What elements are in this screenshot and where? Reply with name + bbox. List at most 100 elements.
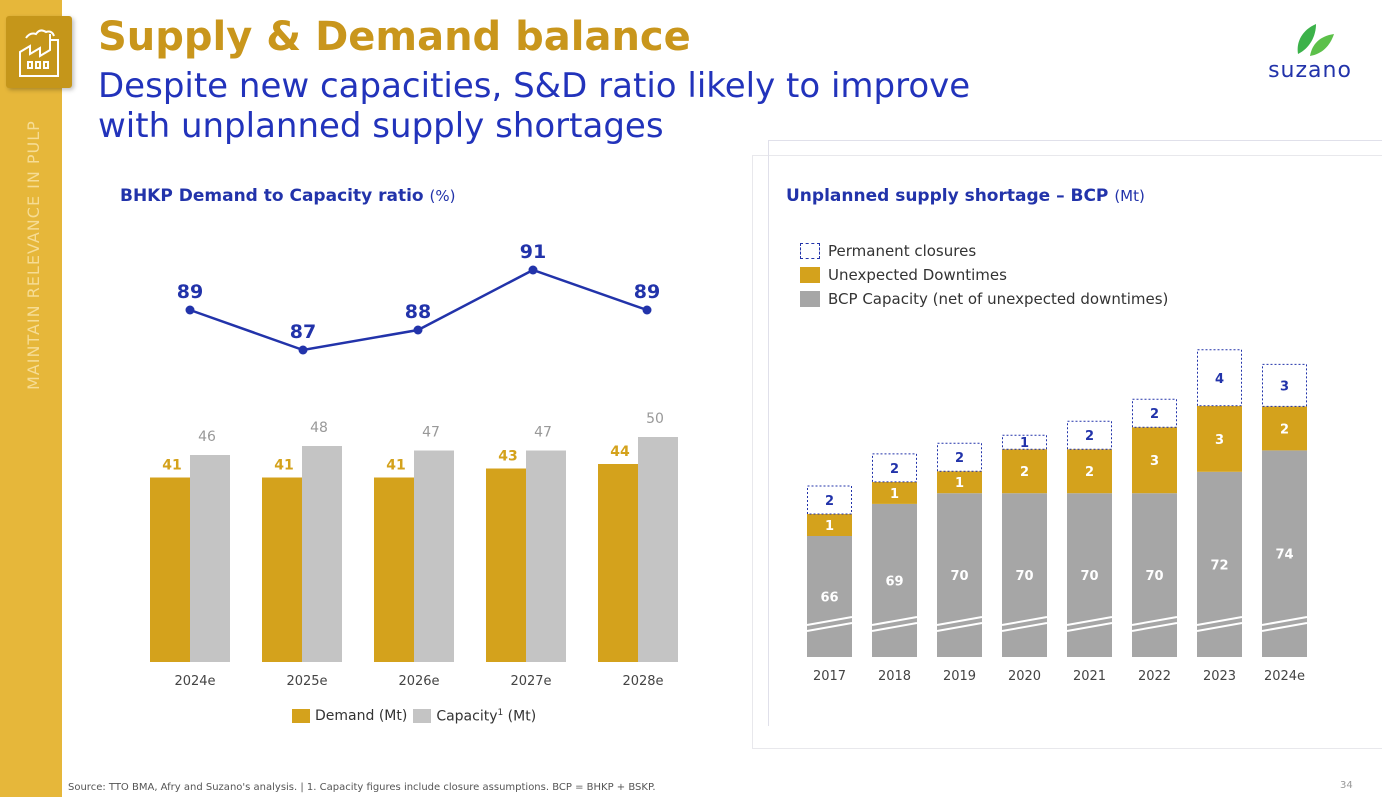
bcp-capacity-value-label: 66 — [820, 591, 838, 606]
permanent-closure-value-label: 4 — [1215, 372, 1224, 387]
permanent-closure-value-label: 2 — [825, 494, 834, 509]
legend-demand-swatch — [292, 709, 310, 724]
left-x-tick-label: 2028e — [622, 674, 663, 689]
right-x-tick-label: 2024e — [1264, 669, 1305, 684]
bcp-capacity-value-label: 70 — [1080, 569, 1098, 584]
legend-downtimes-swatch — [800, 267, 820, 283]
capacity-bar — [526, 450, 566, 662]
ratio-point — [298, 345, 308, 355]
downtime-value-label: 2 — [1020, 465, 1029, 480]
permanent-closure-value-label: 2 — [955, 451, 964, 466]
right-x-tick-label: 2017 — [813, 669, 846, 684]
right-x-tick-label: 2018 — [878, 669, 911, 684]
ratio-point — [413, 325, 423, 335]
left-chart-legend: Demand (Mt) Capacity1 (Mt) — [292, 708, 536, 725]
demand-bar — [374, 477, 414, 662]
permanent-closure-value-label: 2 — [1150, 407, 1159, 422]
legend-downtimes: Unexpected Downtimes — [800, 266, 1007, 284]
ratio-point — [528, 265, 538, 275]
ratio-label: 87 — [290, 321, 316, 343]
permanent-closure-bar — [872, 453, 917, 483]
permanent-closure-value-label: 1 — [1020, 436, 1029, 451]
left-x-tick-label: 2025e — [286, 674, 327, 689]
right-x-tick-label: 2022 — [1138, 669, 1171, 684]
permanent-closure-bar — [937, 442, 982, 472]
left-x-tick-label: 2026e — [398, 674, 439, 689]
left-chart: 89 87 88 91 89 41 46 2024e 41 48 2025e 41 47 2026e 43 4… — [150, 241, 678, 689]
bcp-capacity-bar — [872, 503, 917, 657]
axis-break-line — [1131, 616, 1178, 626]
downtime-value-label: 3 — [1150, 454, 1159, 469]
axis-break-line — [1001, 622, 1048, 632]
bcp-capacity-value-label: 74 — [1275, 548, 1293, 563]
demand-value-label: 41 — [274, 458, 293, 474]
demand-bar — [262, 477, 302, 662]
downtime-bar — [1132, 427, 1177, 494]
legend-bcp-capacity-label: BCP Capacity (net of unexpected downtime… — [828, 290, 1169, 308]
bcp-capacity-value-label: 72 — [1210, 558, 1228, 573]
ratio-label: 91 — [520, 241, 546, 263]
right-chart-title: Unplanned supply shortage – BCP (Mt) — [786, 186, 1145, 206]
legend-capacity: BCP Capacity (net of unexpected downtime… — [800, 290, 1168, 308]
capacity-bar — [302, 446, 342, 662]
axis-break-line — [1196, 622, 1243, 632]
permanent-closure-bar — [1197, 349, 1242, 407]
axis-break-line — [936, 616, 983, 626]
logo-text: suzano — [1268, 58, 1352, 83]
axis-break-line — [1196, 616, 1243, 626]
downtime-value-label: 1 — [890, 487, 899, 502]
axis-break-line — [1001, 616, 1048, 626]
page-title: Supply & Demand balance — [98, 14, 691, 60]
right-chart-title-unit: (Mt) — [1114, 187, 1145, 205]
demand-bar — [486, 468, 526, 662]
axis-break-line — [1066, 622, 1113, 632]
downtime-bar — [807, 514, 852, 536]
bcp-capacity-value-label: 70 — [1145, 569, 1163, 584]
capacity-value-label: 48 — [310, 420, 328, 436]
right-x-tick-label: 2023 — [1203, 669, 1236, 684]
bcp-capacity-bar — [807, 536, 852, 657]
downtime-value-label: 2 — [1085, 465, 1094, 480]
legend-capacity-swatch — [413, 709, 432, 724]
left-chart-title-text: BHKP Demand to Capacity ratio — [120, 186, 424, 206]
downtime-value-label: 1 — [955, 476, 964, 491]
axis-break-line — [806, 616, 853, 626]
capacity-value-label: 46 — [198, 429, 216, 445]
legend-capacity-prefix: Capacity — [436, 708, 498, 725]
page-number: 34 — [1340, 780, 1353, 791]
downtime-bar — [872, 481, 917, 504]
legend-bcp-capacity-swatch — [800, 291, 820, 307]
downtime-bar — [937, 471, 982, 494]
sidebar-band: MAINTAIN RELEVANCE IN PULP — [0, 0, 72, 797]
legend-permanent-swatch — [800, 243, 820, 259]
ratio-label: 89 — [177, 281, 203, 303]
bcp-capacity-value-label: 69 — [885, 574, 903, 589]
capacity-bar — [190, 455, 230, 662]
permanent-closure-bar — [1132, 398, 1177, 428]
left-x-tick-label: 2024e — [174, 674, 215, 689]
bcp-capacity-value-label: 70 — [950, 569, 968, 584]
downtime-bar — [1002, 449, 1047, 494]
right-x-tick-label: 2021 — [1073, 669, 1106, 684]
right-chart: 66 1 2 2017 69 1 2 2018 70 1 2 2019 70 2 1 2020 70 2 2 2021… — [806, 349, 1308, 684]
bcp-capacity-value-label: 70 — [1015, 569, 1033, 584]
legend-capacity-footnote: 1 — [497, 708, 504, 718]
permanent-closure-bar — [1262, 363, 1307, 407]
ratio-label: 88 — [405, 301, 431, 323]
demand-value-label: 41 — [386, 458, 405, 474]
factory-icon — [6, 16, 72, 88]
permanent-closure-value-label: 2 — [890, 462, 899, 477]
capacity-value-label: 47 — [422, 425, 440, 441]
downtime-value-label: 3 — [1215, 433, 1224, 448]
downtime-value-label: 1 — [825, 519, 834, 534]
axis-break-line — [871, 622, 918, 632]
capacity-bar — [638, 437, 678, 662]
right-panel-inner-frame — [768, 140, 1382, 726]
permanent-closure-bar — [807, 485, 852, 515]
axis-break-line — [1131, 622, 1178, 632]
legend-demand-label: Demand (Mt) — [315, 708, 408, 725]
demand-value-label: 44 — [610, 444, 630, 460]
leaf-icon — [1297, 24, 1334, 56]
permanent-closure-value-label: 2 — [1085, 429, 1094, 444]
axis-break-line — [1261, 622, 1308, 632]
